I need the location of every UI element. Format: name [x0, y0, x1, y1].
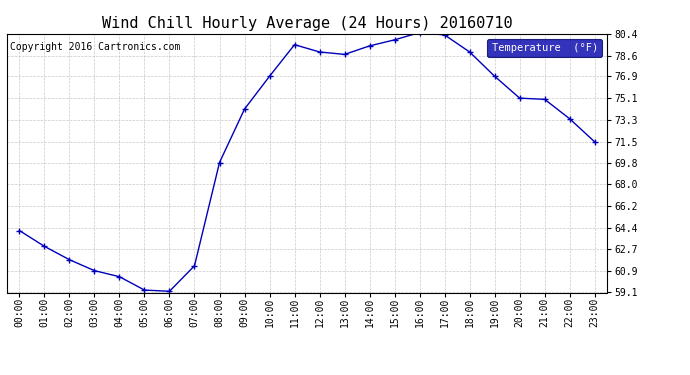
Text: Copyright 2016 Cartronics.com: Copyright 2016 Cartronics.com — [10, 42, 180, 51]
Title: Wind Chill Hourly Average (24 Hours) 20160710: Wind Chill Hourly Average (24 Hours) 201… — [101, 16, 513, 31]
Legend: Temperature  (°F): Temperature (°F) — [487, 39, 602, 57]
